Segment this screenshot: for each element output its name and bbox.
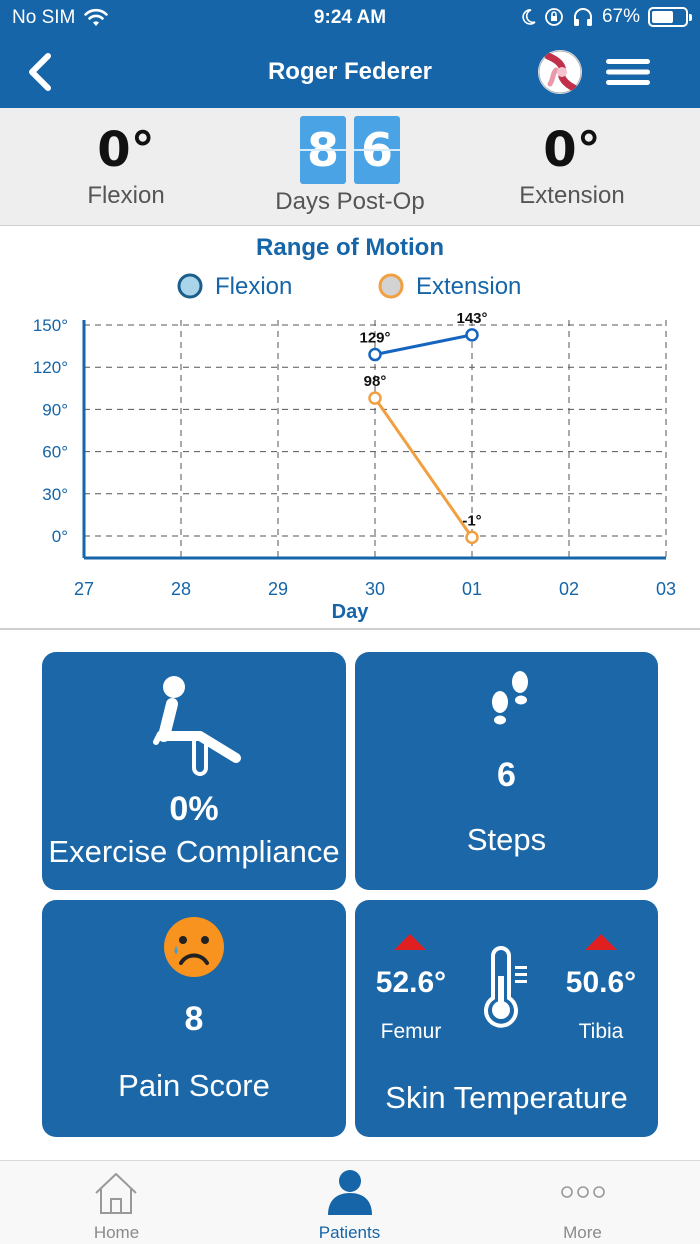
femur-temp-value: 52.6°	[375, 966, 447, 999]
data-label: 98°	[364, 373, 387, 390]
chart-title: Range of Motion	[256, 234, 444, 261]
x-tick-label: 28	[171, 579, 191, 599]
battery-percent: 67%	[601, 6, 640, 27]
footprints-icon	[492, 671, 528, 725]
days-post-op: 8 6 Days Post-Op	[250, 116, 450, 216]
moon-icon	[522, 9, 536, 25]
range-of-motion-chart[interactable]: Range of Motion Flexion Extension 0° 30° 60° 9…	[0, 228, 700, 630]
y-tick-label: 0°	[52, 527, 68, 546]
hamburger-menu-icon[interactable]	[604, 56, 652, 88]
alert-triangle-icon	[585, 934, 617, 950]
home-icon	[95, 1173, 137, 1214]
y-tick-label: 30°	[42, 485, 68, 504]
tibia-temp-value: 50.6°	[565, 966, 637, 999]
x-axis-label: Day	[332, 601, 370, 623]
flexion-summary: 0° Flexion	[26, 122, 226, 210]
days-post-op-label: Days Post-Op	[275, 188, 425, 215]
tab-bar: Home Patients More	[0, 1160, 700, 1244]
flexion-value: 0°	[97, 122, 155, 178]
wifi-icon	[84, 8, 109, 26]
battery-icon	[648, 7, 692, 27]
data-point	[465, 530, 479, 545]
exercise-compliance-label: Exercise Compliance	[48, 834, 340, 869]
nav-bar: Roger Federer	[0, 36, 700, 108]
steps-tile[interactable]: 6 Steps	[355, 652, 658, 890]
tab-home-label: Home	[93, 1223, 140, 1242]
legend-marker	[177, 273, 203, 299]
x-tick-label: 03	[656, 579, 676, 599]
legend-label: Extension	[416, 273, 521, 300]
data-label: 143°	[456, 310, 487, 327]
more-dots-icon	[561, 1186, 605, 1198]
orientation-lock-icon	[545, 8, 563, 26]
sad-face-icon	[164, 917, 224, 977]
series-line	[374, 333, 473, 357]
pain-score-value: 8	[184, 1000, 204, 1038]
x-tick-label: 02	[559, 579, 579, 599]
x-tick-label: 30	[365, 579, 385, 599]
alert-triangle-icon	[394, 934, 426, 950]
tab-home[interactable]: Home	[0, 1161, 233, 1244]
knee-logo-icon[interactable]	[538, 50, 582, 94]
exercise-compliance-tile[interactable]: 0% Exercise Compliance	[42, 652, 346, 890]
y-tick-label: 90°	[42, 400, 68, 419]
carrier-label: No SIM	[12, 7, 76, 28]
chevron-left-icon[interactable]	[22, 50, 62, 94]
series-line	[373, 397, 474, 539]
flexion-label: Flexion	[87, 182, 165, 209]
data-point	[368, 347, 382, 362]
battery-level-fill	[652, 11, 673, 23]
chart-canvas: Range of Motion Flexion Extension 0° 30° 60° 9…	[33, 234, 676, 623]
skin-temperature-tile[interactable]: 52.6° Femur 50.6° Tibia Skin Temperature	[355, 900, 658, 1137]
status-bar: No SIM 9:24 AM	[0, 0, 700, 36]
x-tick-label: 27	[74, 579, 94, 599]
data-label: 129°	[359, 330, 390, 347]
tab-patients-label: Patients	[318, 1223, 381, 1242]
pain-score-label: Pain Score	[118, 1068, 270, 1103]
legend-label: Flexion	[215, 273, 292, 300]
steps-label: Steps	[466, 822, 547, 857]
skin-temperature-label: Skin Temperature	[385, 1080, 628, 1115]
tab-more[interactable]: More	[466, 1161, 699, 1244]
femur-label: Femur	[380, 1020, 442, 1043]
days-digit: 8	[300, 116, 346, 184]
seated-exercise-icon	[153, 676, 241, 776]
data-point	[465, 328, 479, 342]
patient-name-title: Roger Federer	[267, 58, 433, 85]
rom-summary-bar: 0° Flexion 8 6 Days Post-Op 0° Extension	[0, 108, 700, 226]
data-label: -1°	[462, 512, 481, 529]
tab-patients[interactable]: Patients	[233, 1161, 466, 1244]
thermometer-icon	[484, 946, 527, 1028]
exercise-compliance-value: 0%	[169, 790, 219, 828]
top-bar: No SIM 9:24 AM	[0, 0, 700, 108]
tab-more-label: More	[563, 1223, 602, 1242]
headphones-icon	[573, 8, 592, 26]
legend-marker	[378, 273, 404, 299]
data-point	[368, 391, 382, 405]
person-icon	[328, 1170, 372, 1215]
steps-value: 6	[497, 756, 516, 794]
y-tick-label: 60°	[42, 443, 68, 462]
x-tick-label: 29	[268, 579, 288, 599]
days-counter: 8 6	[250, 116, 450, 184]
y-tick-label: 150°	[33, 316, 68, 335]
extension-value: 0°	[543, 122, 601, 178]
y-tick-label: 120°	[33, 358, 68, 377]
tibia-label: Tibia	[578, 1020, 624, 1043]
pain-score-tile[interactable]: 8 Pain Score	[42, 900, 346, 1137]
clock: 9:24 AM	[313, 7, 387, 28]
x-tick-label: 01	[462, 579, 482, 599]
extension-summary: 0° Extension	[472, 122, 672, 210]
days-digit: 6	[354, 116, 400, 184]
extension-label: Extension	[519, 182, 625, 209]
